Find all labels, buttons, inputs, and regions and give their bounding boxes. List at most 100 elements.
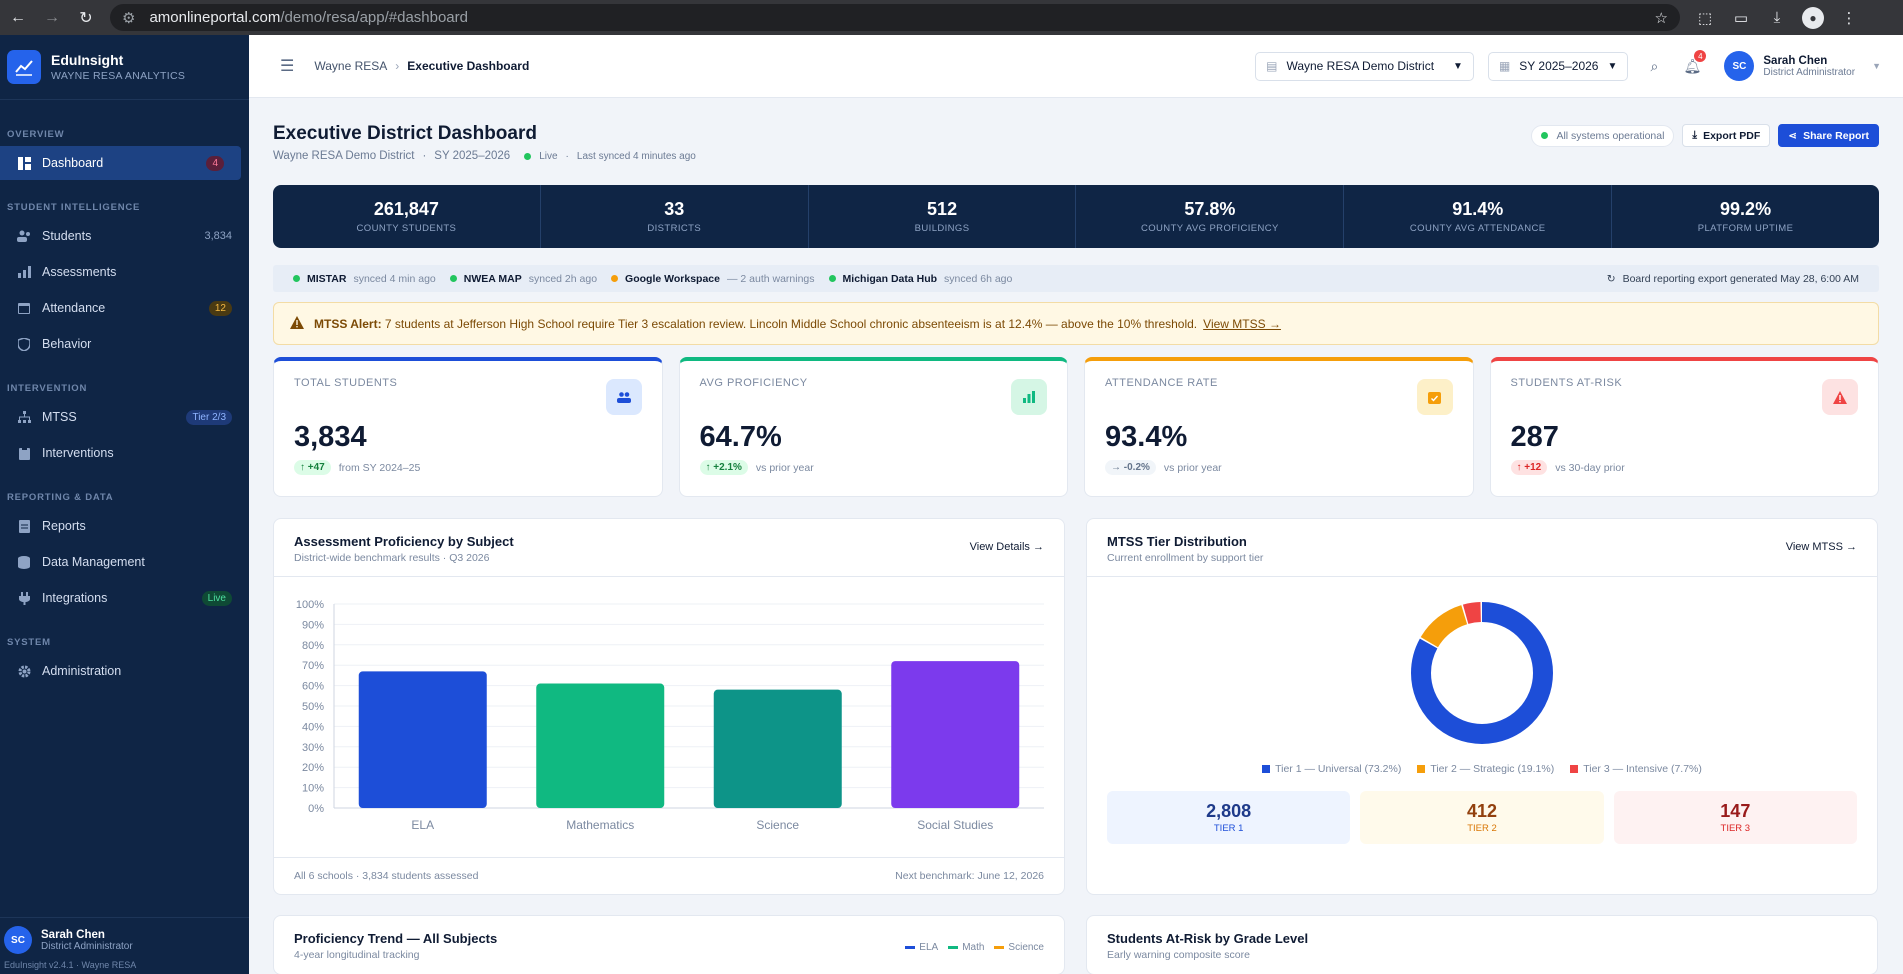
- view-details-link[interactable]: View Details →: [969, 541, 1044, 553]
- avatar: SC: [1724, 51, 1755, 81]
- card-subtitle: 4-year longitudinal tracking: [294, 949, 420, 961]
- breadcrumb-root[interactable]: Wayne RESA: [314, 59, 388, 73]
- kpi-avg-proficiency[interactable]: AVG PROFICIENCY 64.7% ↑ +2.1% vs prior ye…: [678, 357, 1068, 497]
- x-tick-label: ELA: [411, 818, 434, 832]
- kpi-attendance-rate[interactable]: ATTENDANCE RATE 93.4% → -0.2% vs prior ye…: [1084, 357, 1474, 497]
- county-stats: 261,847 COUNTY STUDENTS 33 DISTRICTS 512 BU…: [273, 185, 1879, 248]
- notification-count: 4: [1694, 50, 1707, 62]
- clipboard-icon: [17, 446, 31, 460]
- section-reporting: REPORTING & DATA: [7, 492, 114, 503]
- forward-icon[interactable]: →: [44, 8, 60, 26]
- legend-tier-3[interactable]: Tier 3 — Intensive (7.7%): [1570, 763, 1702, 775]
- bell-icon[interactable]: 🔔︎ 4: [1680, 50, 1707, 78]
- sync-google: Google Workspace — 2 auth warnings: [611, 272, 815, 285]
- sidebar-item-reports[interactable]: Reports: [0, 509, 249, 543]
- district-select[interactable]: ▤ Wayne RESA Demo District ▼: [1255, 51, 1474, 81]
- legend-tier-1[interactable]: Tier 1 — Universal (73.2%): [1262, 763, 1401, 775]
- sidebar-item-label: Data Management: [42, 555, 145, 569]
- legend-ela[interactable]: ELA: [905, 935, 938, 959]
- legend-science[interactable]: Science: [994, 935, 1044, 959]
- site-info-icon[interactable]: ⚙: [122, 9, 136, 27]
- reload-icon[interactable]: ↻: [79, 9, 93, 27]
- mtss-tier-card: MTSS Tier Distribution Current enrollmen…: [1086, 518, 1878, 895]
- tier-value: 412: [1466, 801, 1498, 821]
- legend-tier-2[interactable]: Tier 2 — Strategic (19.1%): [1417, 763, 1554, 775]
- stat-label: COUNTY STUDENTS: [356, 223, 457, 234]
- tier-1-box[interactable]: 2,808 TIER 1: [1107, 791, 1351, 844]
- stat-proficiency: 57.8% COUNTY AVG PROFICIENCY: [1076, 185, 1345, 248]
- brand-logo-icon: [7, 50, 41, 84]
- sidebar-user[interactable]: SC Sarah Chen District Administrator Edu…: [0, 917, 249, 974]
- stat-districts: 33 DISTRICTS: [541, 185, 809, 248]
- sidebar-item-label: Integrations: [42, 591, 108, 605]
- board-export-text: Board reporting export generated May 28,…: [1622, 272, 1859, 285]
- card-footer-right: Next benchmark: June 12, 2026: [895, 870, 1044, 882]
- y-tick-label: 30%: [302, 742, 324, 754]
- sync-mistar: MISTAR synced 4 min ago: [293, 273, 436, 285]
- search-icon[interactable]: ⌕: [1650, 57, 1659, 74]
- card-title: MTSS Tier Distribution: [1107, 534, 1247, 549]
- app-version: EduInsight v2.4.1 · Wayne RESA: [4, 960, 137, 970]
- card-footer-left: All 6 schools · 3,834 students assessed: [294, 870, 479, 882]
- chevron-right-icon: ›: [395, 59, 400, 73]
- sidebar-item-administration[interactable]: Administration: [0, 654, 249, 688]
- stat-value: 33: [664, 199, 685, 219]
- section-system: SYSTEM: [7, 637, 51, 648]
- year-select[interactable]: ▦ SY 2025–2026 ▼: [1487, 51, 1629, 81]
- address-bar[interactable]: ⚙ amonlineportal.com/demo/resa/app/#dash…: [110, 4, 1680, 31]
- document-icon: [17, 519, 31, 533]
- y-tick-label: 80%: [302, 640, 324, 652]
- bookmark-star-icon[interactable]: ☆: [1654, 9, 1668, 27]
- menu-icon[interactable]: ⋮: [1841, 9, 1857, 27]
- kpi-note: vs prior year: [755, 461, 814, 474]
- sidebar-item-mtss[interactable]: MTSS Tier 2/3: [0, 400, 249, 434]
- kpi-students-at-risk[interactable]: STUDENTS AT-RISK 287 ↑ +12 vs 30-day prio…: [1489, 357, 1879, 497]
- sidebar-item-assessments[interactable]: Assessments: [0, 255, 249, 289]
- hamburger-icon[interactable]: ☰: [280, 58, 295, 75]
- extensions-icon[interactable]: ⬚: [1697, 9, 1713, 27]
- attendance-badge: 12: [208, 300, 232, 316]
- export-pdf-button[interactable]: ⤓ Export PDF: [1682, 124, 1771, 147]
- tier-3-box[interactable]: 147 TIER 3: [1613, 791, 1857, 844]
- sidebar-item-data-management[interactable]: Data Management: [0, 545, 249, 579]
- sync-name: Google Workspace: [625, 272, 720, 285]
- sidebar-item-students[interactable]: Students 3,834: [0, 219, 249, 253]
- card-title: Students At-Risk by Grade Level: [1107, 931, 1309, 946]
- view-mtss-link[interactable]: View MTSS →: [1785, 541, 1857, 553]
- alert-text: 7 students at Jefferson High School requ…: [384, 316, 1198, 331]
- y-tick-label: 0%: [308, 803, 324, 815]
- district-select-value: Wayne RESA Demo District: [1286, 59, 1435, 73]
- stat-value: 99.2%: [1720, 199, 1772, 219]
- back-icon[interactable]: ←: [10, 8, 26, 26]
- database-icon: [17, 555, 31, 569]
- download-icon[interactable]: ⤓: [1773, 9, 1781, 26]
- sidebar-item-interventions[interactable]: Interventions: [0, 436, 249, 470]
- cast-icon[interactable]: ▭: [1733, 9, 1749, 27]
- bar-ela: [358, 671, 487, 808]
- kpi-delta: → -0.2%: [1105, 460, 1156, 475]
- sidebar: EduInsight WAYNE RESA ANALYTICS OVERVIEW…: [0, 35, 249, 974]
- header-year: SY 2025–2026: [434, 150, 511, 162]
- sync-status: synced 4 min ago: [353, 272, 436, 285]
- sync-name: MISTAR: [307, 272, 347, 285]
- sidebar-item-label: Students: [42, 229, 92, 243]
- sidebar-item-dashboard[interactable]: Dashboard 4: [0, 146, 241, 180]
- user-role: District Administrator: [41, 940, 133, 952]
- share-report-button[interactable]: ⋖ Share Report: [1778, 124, 1879, 147]
- legend-math[interactable]: Math: [948, 935, 984, 959]
- sidebar-item-integrations[interactable]: Integrations Live: [0, 581, 249, 615]
- profile-icon[interactable]: ●: [1802, 6, 1824, 29]
- view-mtss-link[interactable]: View MTSS →: [1203, 316, 1281, 331]
- dashboard-badge: 4: [206, 155, 224, 171]
- stat-value: 512: [927, 199, 958, 219]
- user-menu[interactable]: SC Sarah Chen District Administrator ▼: [1724, 51, 1881, 81]
- brand[interactable]: EduInsight WAYNE RESA ANALYTICS: [0, 35, 249, 100]
- tier-2-box[interactable]: 412 TIER 2: [1360, 791, 1604, 844]
- stat-label: PLATFORM UPTIME: [1697, 223, 1794, 234]
- sync-name: NWEA MAP: [463, 272, 522, 285]
- legend-label: Tier 3 — Intensive (7.7%): [1583, 763, 1702, 775]
- sidebar-item-behavior[interactable]: Behavior: [0, 327, 249, 361]
- kpi-total-students[interactable]: TOTAL STUDENTS 3,834 ↑ +47 from SY 2024–2…: [273, 357, 663, 497]
- browser-toolbar: ← → ↻ ⚙ amonlineportal.com/demo/resa/app…: [0, 0, 1903, 35]
- sidebar-item-attendance[interactable]: Attendance 12: [0, 291, 249, 325]
